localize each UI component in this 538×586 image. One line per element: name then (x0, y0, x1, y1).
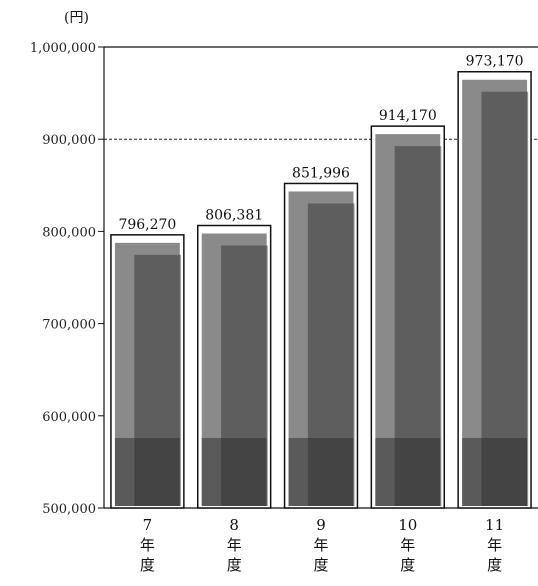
data-label: 806,381 (205, 208, 263, 224)
x-tick-label: 年 (313, 536, 328, 554)
bar-base-shade (288, 438, 354, 506)
y-tick-label: 600,000 (42, 410, 96, 425)
x-tick-label: 9 (316, 516, 326, 534)
data-label: 973,170 (466, 54, 524, 70)
x-tick-label: 年 (140, 536, 155, 554)
x-tick-label: 年 (227, 536, 242, 554)
x-tick-label: 度 (313, 556, 328, 574)
bar-base-shade (462, 438, 528, 506)
x-tick-label: 度 (400, 556, 415, 574)
x-tick-label: 年 (487, 536, 502, 554)
x-tick-label: 7 (143, 516, 153, 534)
y-unit-label: (円) (64, 10, 89, 26)
x-tick-label: 度 (227, 556, 242, 574)
x-tick-label: 度 (487, 556, 502, 574)
data-label: 796,270 (118, 217, 176, 233)
data-label: 851,996 (292, 165, 350, 181)
y-tick-label: 500,000 (42, 502, 96, 517)
bar-shade (481, 91, 529, 507)
x-tick-label: 10 (398, 516, 417, 534)
x-tick-label: 8 (229, 516, 239, 534)
bar-base-shade (375, 438, 441, 506)
x-tick-label: 度 (140, 556, 155, 574)
y-tick-label: 700,000 (42, 318, 96, 333)
y-tick-label: 800,000 (42, 225, 96, 240)
x-tick-label: 年 (400, 536, 415, 554)
bars-group (110, 70, 532, 509)
data-label: 914,170 (379, 108, 437, 124)
y-tick-label: 900,000 (42, 133, 96, 148)
labels-group: (円) 500,000 600,000 700,000 800,000 900,000 1,… (30, 10, 524, 574)
y-tick-label: 1,000,000 (30, 41, 96, 56)
x-tick-label: 11 (485, 516, 504, 534)
bar-base-shade (201, 438, 267, 506)
bar-base-shade (114, 438, 180, 506)
